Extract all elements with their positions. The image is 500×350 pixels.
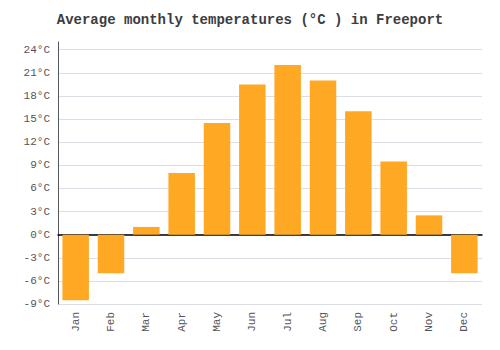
svg-text:9°C: 9°C (30, 159, 50, 171)
svg-text:3°C: 3°C (30, 206, 50, 218)
svg-text:Sep: Sep (352, 312, 364, 332)
svg-text:6°C: 6°C (30, 182, 50, 194)
svg-text:0°C: 0°C (30, 229, 50, 241)
svg-text:Average monthly temperatures (: Average monthly temperatures (°C ) in Fr… (57, 12, 443, 28)
svg-text:Mar: Mar (140, 312, 152, 332)
svg-text:Jul: Jul (282, 312, 294, 332)
svg-text:Nov: Nov (423, 312, 435, 332)
svg-text:Aug: Aug (317, 312, 329, 332)
svg-text:Oct: Oct (388, 312, 400, 332)
svg-text:15°C: 15°C (24, 113, 51, 125)
svg-text:24°C: 24°C (24, 44, 51, 56)
svg-text:18°C: 18°C (24, 90, 51, 102)
svg-text:-9°C: -9°C (24, 298, 51, 310)
svg-text:21°C: 21°C (24, 67, 51, 79)
svg-text:Jan: Jan (70, 312, 82, 332)
svg-text:12°C: 12°C (24, 136, 51, 148)
svg-text:May: May (211, 312, 223, 332)
svg-text:-3°C: -3°C (24, 252, 51, 264)
svg-text:Feb: Feb (105, 312, 117, 332)
svg-text:Jun: Jun (246, 312, 258, 332)
svg-text:-6°C: -6°C (24, 275, 51, 287)
svg-text:Dec: Dec (458, 312, 470, 332)
svg-text:Apr: Apr (176, 312, 188, 332)
